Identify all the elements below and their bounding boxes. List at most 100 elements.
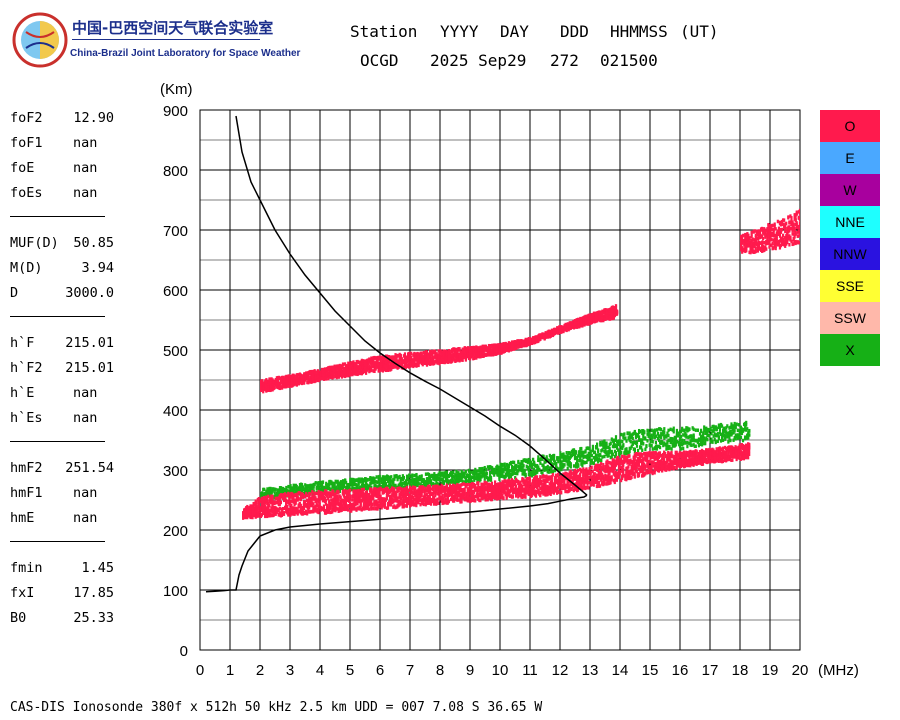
echo-point (332, 489, 335, 494)
echo-point (420, 493, 423, 498)
echo-point (276, 493, 279, 497)
echo-point (525, 487, 528, 491)
echo-point (344, 498, 348, 503)
echo-point (383, 500, 386, 504)
echo-point (569, 465, 572, 469)
echo-point (628, 431, 631, 435)
echo-point (626, 431, 629, 436)
echo-point (479, 498, 482, 503)
echo-point (373, 477, 376, 481)
echo-point (318, 497, 321, 501)
echo-point (579, 458, 582, 463)
echo-point (357, 489, 360, 493)
echo-point (642, 434, 645, 439)
echo-point (692, 427, 695, 432)
echo-point (256, 506, 259, 510)
echo-point (635, 465, 638, 470)
echo-point (543, 475, 546, 479)
echo-point (515, 484, 518, 488)
echo-point (650, 433, 653, 438)
echo-point (402, 496, 405, 501)
echo-point (722, 431, 725, 435)
echo-point (550, 457, 554, 461)
echo-point (370, 487, 373, 492)
echo-point (506, 485, 509, 489)
echo-point (524, 472, 527, 477)
echo-point (417, 495, 420, 500)
echo-point (488, 470, 492, 475)
echo-point (713, 427, 716, 432)
echo-point (396, 496, 399, 500)
echo-point (583, 481, 586, 486)
echo-point (417, 481, 420, 486)
echo-point (356, 501, 359, 506)
echo-point (501, 490, 504, 494)
echo-point (505, 496, 508, 500)
echo-point (457, 498, 460, 502)
echo-point (607, 452, 610, 456)
echo-point (362, 504, 365, 509)
echo-point (747, 435, 750, 440)
echo-point (467, 494, 470, 498)
echo-point (540, 482, 543, 486)
station-code: OCGD (360, 51, 399, 70)
echo-point (692, 433, 695, 437)
echo-point (632, 460, 635, 464)
echo-point (633, 447, 636, 452)
echo-point (418, 474, 421, 479)
echo-point (672, 426, 675, 431)
ionogram-chart: 0 1 2 3 4 5 6 7 8 9 10 11 12 13 14 15 16 17 18 19 2001002003… (160, 81, 859, 679)
echo-point (561, 462, 564, 466)
echo-point (651, 447, 654, 451)
echo-point (309, 492, 312, 496)
echo-point (592, 483, 595, 487)
echo-point (370, 485, 373, 490)
echo-point (549, 458, 552, 463)
echo-point (493, 473, 496, 477)
echo-point (577, 454, 580, 458)
echo-point (269, 513, 272, 518)
echo-point (528, 473, 531, 477)
echo-point (550, 490, 553, 494)
echo-point (560, 467, 563, 472)
echo-point (712, 434, 715, 438)
echo-point (623, 454, 626, 459)
echo-point (489, 478, 493, 482)
echo-point (329, 506, 332, 510)
echo-point (365, 499, 369, 503)
echo-point (640, 445, 643, 450)
echo-point (246, 504, 249, 509)
echo-point (303, 494, 307, 499)
echo-point (289, 484, 292, 488)
echo-point (626, 456, 629, 460)
echo-point (654, 434, 657, 438)
echo-point (582, 472, 585, 477)
echo-point (551, 473, 554, 477)
param-name: foE (10, 160, 35, 176)
echo-point (685, 433, 688, 437)
echo-point (594, 453, 598, 457)
echo-point (434, 477, 437, 482)
echo-point (621, 439, 624, 444)
echo-point (293, 487, 296, 491)
echo-point (317, 510, 320, 515)
echo-point (683, 450, 686, 454)
echo-point (609, 480, 612, 485)
echo-point (517, 459, 520, 464)
echo-point (356, 484, 359, 488)
echo-point (524, 495, 527, 499)
echo-point (349, 488, 352, 493)
echo-point (608, 471, 611, 476)
echo-point (596, 468, 600, 473)
echo-point (256, 508, 259, 512)
org-name-en: China-Brazil Joint Laboratory for Space … (70, 48, 301, 59)
echo-point (503, 462, 506, 466)
echo-point (383, 505, 386, 509)
echo-point (638, 435, 641, 439)
echo-point (655, 428, 659, 432)
echo-point (589, 471, 592, 476)
param-value: 1.45 (81, 560, 114, 576)
echo-point (374, 479, 377, 484)
echo-point (509, 489, 512, 493)
echo-point (498, 477, 501, 481)
